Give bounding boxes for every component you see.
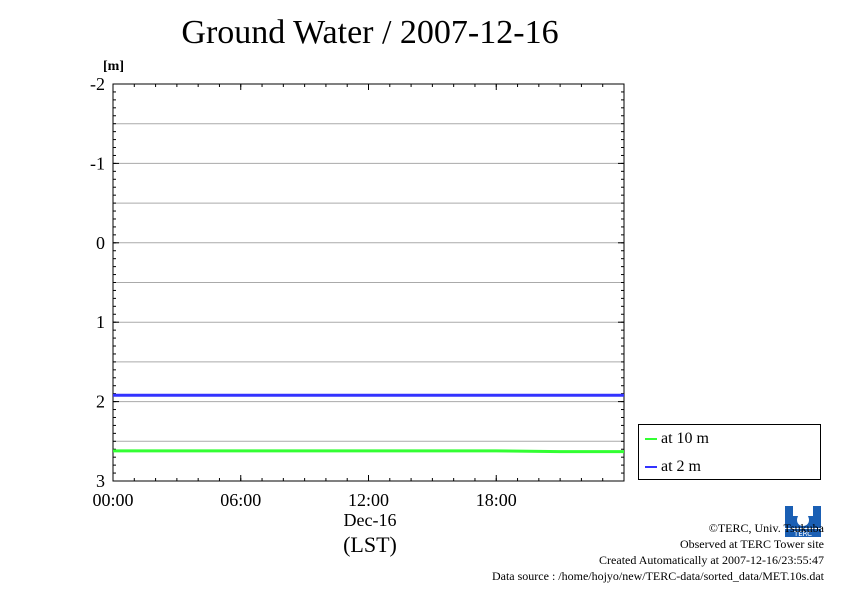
x-tick-label: 00:00: [92, 490, 133, 510]
x-tick-label: 06:00: [220, 490, 261, 510]
credit-observed: Observed at TERC Tower site: [679, 537, 824, 551]
logo-text: TERC: [793, 530, 812, 538]
chart-title: Ground Water / 2007-12-16: [181, 14, 559, 51]
x-tick-label: 12:00: [348, 490, 389, 510]
legend: at 10 m at 2 m: [638, 424, 821, 480]
legend-swatch: [645, 438, 657, 440]
y-tick-label: 3: [96, 471, 105, 491]
series-line: [113, 449, 624, 454]
credit-copyright: ©TERC, Univ. Tsukuba: [708, 521, 824, 535]
y-tick-label: 0: [96, 233, 105, 253]
legend-swatch: [645, 466, 657, 468]
terc-logo-icon: TERC: [783, 502, 823, 538]
credit-source: Data source : /home/hojyo/new/TERC-data/…: [491, 569, 824, 583]
grid-lines: [113, 123, 624, 442]
legend-label: at 10 m: [661, 430, 709, 447]
y-tick-label: -2: [90, 74, 105, 94]
x-axis-date: Dec-16: [343, 510, 397, 530]
legend-label: at 2 m: [661, 458, 701, 475]
y-axis-unit: [m]: [103, 59, 124, 74]
axis-ticks: -2 -1 0 1 2 300:00 06:00 12:00 18:00: [90, 74, 625, 510]
series-lines: [113, 393, 624, 454]
y-tick-label: -1: [90, 153, 105, 173]
legend-item-10m: at 10 m: [645, 429, 709, 449]
x-tick-label: 18:00: [476, 490, 517, 510]
credits: ©TERC, Univ. Tsukuba Observed at TERC To…: [492, 520, 824, 584]
x-axis-unit: (LST): [343, 532, 397, 557]
legend-item-2m: at 2 m: [645, 457, 701, 477]
credit-created: Created Automatically at 2007-12-16/23:5…: [599, 553, 824, 567]
y-tick-label: 2: [96, 392, 105, 412]
y-tick-label: 1: [96, 312, 105, 332]
